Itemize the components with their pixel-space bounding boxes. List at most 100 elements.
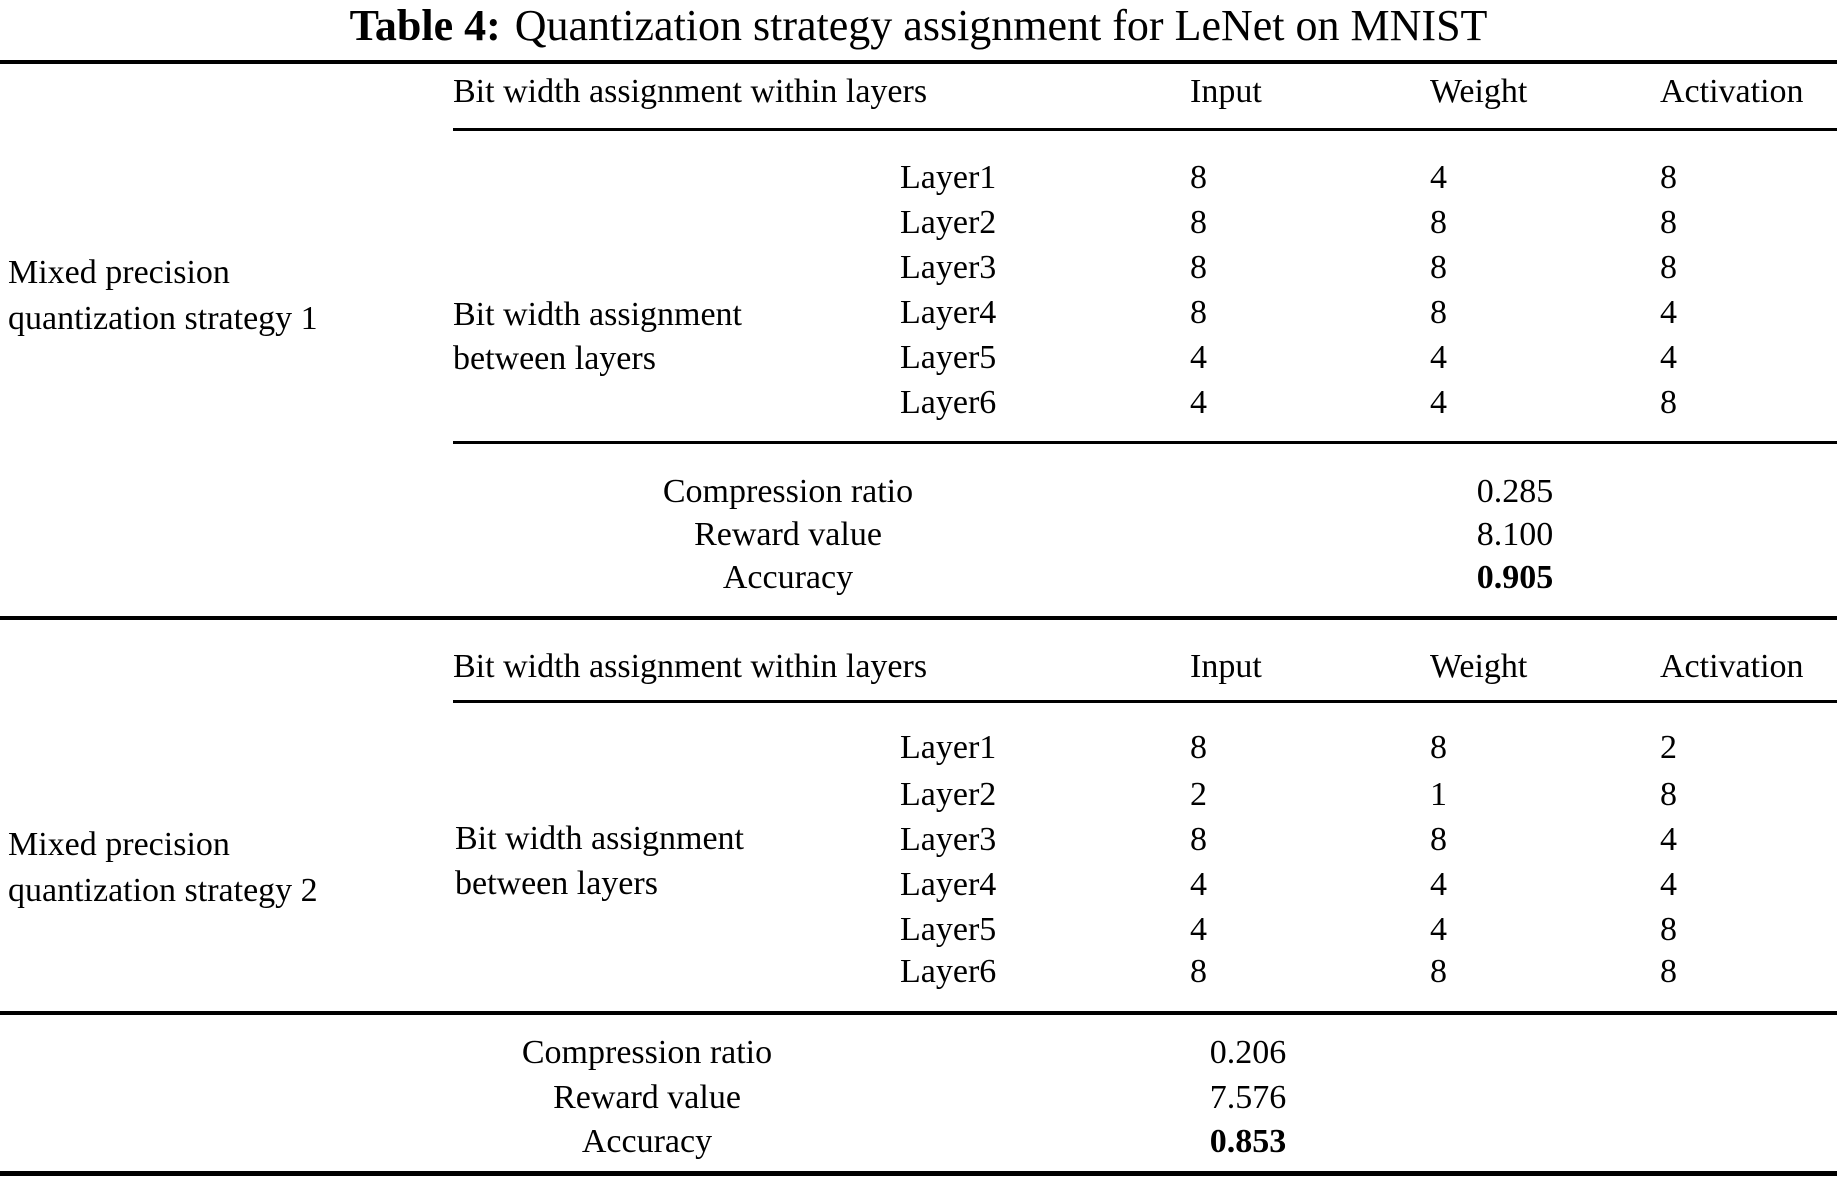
s1-layer4-activation: 4 — [1660, 294, 1677, 331]
table-row: Layer2 2 1 8 — [0, 773, 1837, 817]
s1-header-activation: Activation — [1660, 73, 1804, 110]
s1-layer5-activation: 4 — [1660, 339, 1677, 376]
s2-between-layers-line2: between layers — [455, 865, 658, 902]
s2-compression-label: Compression ratio — [521, 1034, 773, 1071]
s2-layer1-name: Layer1 — [900, 729, 997, 766]
s2-layer5-weight: 4 — [1430, 911, 1447, 948]
s1-layer1-name: Layer1 — [900, 159, 997, 196]
table-row: Layer5 4 4 8 — [0, 908, 1837, 952]
s2-layer6-weight: 8 — [1430, 953, 1447, 990]
table-caption-label: Table 4: — [349, 1, 501, 50]
rule-s2-header — [453, 700, 1837, 703]
table-row: Layer3 8 8 4 — [0, 818, 1837, 862]
s1-layer5-weight: 4 — [1430, 339, 1447, 376]
s1-reward-value: 8.100 — [1476, 516, 1554, 553]
summary-row: Reward value 7.576 — [0, 1076, 1837, 1120]
s2-compression-value: 0.206 — [1209, 1034, 1287, 1071]
rule-s2-mid — [0, 1011, 1837, 1015]
s1-between-layers-label: Bit width assignment between layers — [453, 293, 742, 381]
s1-layer6-activation: 8 — [1660, 384, 1677, 421]
s2-between-layers-label: Bit width assignment between layers — [455, 816, 744, 906]
s2-reward-value: 7.576 — [1209, 1079, 1287, 1116]
s1-strategy-label: Mixed precision quantization strategy 1 — [8, 250, 318, 342]
s2-header-activation: Activation — [1660, 648, 1804, 685]
s2-layer4-activation: 4 — [1660, 866, 1677, 903]
s1-layer3-input: 8 — [1190, 249, 1207, 286]
s1-between-layers-line2: between layers — [453, 340, 656, 377]
s2-layer3-activation: 4 — [1660, 821, 1677, 858]
s1-layer4-name: Layer4 — [900, 294, 997, 331]
rule-s1-mid — [453, 441, 1837, 444]
s2-layer5-name: Layer5 — [900, 911, 997, 948]
s1-layer6-weight: 4 — [1430, 384, 1447, 421]
s2-layer2-activation: 8 — [1660, 776, 1677, 813]
s1-layer6-name: Layer6 — [900, 384, 997, 421]
s2-layer1-weight: 8 — [1430, 729, 1447, 766]
s1-compression-label: Compression ratio — [662, 473, 914, 510]
table-row: Layer6 4 4 8 — [0, 381, 1837, 425]
table-row: Layer1 8 8 2 — [0, 726, 1837, 770]
s1-layer2-activation: 8 — [1660, 204, 1677, 241]
s2-header-group: Bit width assignment within layers — [453, 648, 928, 685]
rule-bottom — [0, 1171, 1837, 1176]
table-row: Layer5 4 4 4 — [0, 336, 1837, 380]
s2-strategy-label-line2: quantization strategy 2 — [8, 872, 318, 909]
s2-layer2-name: Layer2 — [900, 776, 997, 813]
table-caption: Table 4: Quantization strategy assignment… — [0, 4, 1837, 48]
rule-top — [0, 60, 1837, 64]
summary-row: Compression ratio 0.206 — [0, 1031, 1837, 1075]
s1-layer2-input: 8 — [1190, 204, 1207, 241]
s1-between-layers-line1: Bit width assignment — [453, 296, 742, 333]
s1-layer4-weight: 8 — [1430, 294, 1447, 331]
s2-layer3-name: Layer3 — [900, 821, 997, 858]
table-row: Layer6 8 8 8 — [0, 950, 1837, 994]
rule-section-divider — [0, 616, 1837, 620]
s2-header-row: Bit width assignment within layers Input… — [0, 645, 1837, 689]
s2-strategy-label: Mixed precision quantization strategy 2 — [8, 822, 318, 914]
s2-layer4-name: Layer4 — [900, 866, 997, 903]
s2-layer4-input: 4 — [1190, 866, 1207, 903]
s1-accuracy-value: 0.905 — [1476, 559, 1554, 596]
table-row: Layer2 8 8 8 — [0, 201, 1837, 245]
s2-layer5-activation: 8 — [1660, 911, 1677, 948]
s1-reward-label: Reward value — [694, 516, 882, 553]
s1-header-input: Input — [1190, 73, 1262, 110]
summary-row: Accuracy 0.905 — [0, 556, 1837, 600]
s2-layer6-name: Layer6 — [900, 953, 997, 990]
s2-between-layers-line1: Bit width assignment — [455, 820, 744, 857]
s1-layer1-weight: 4 — [1430, 159, 1447, 196]
s1-layer3-activation: 8 — [1660, 249, 1677, 286]
rule-s1-header — [453, 128, 1837, 131]
s2-layer6-activation: 8 — [1660, 953, 1677, 990]
s1-header-weight: Weight — [1430, 73, 1528, 110]
s2-accuracy-value: 0.853 — [1209, 1123, 1287, 1160]
s1-layer5-name: Layer5 — [900, 339, 997, 376]
summary-row: Reward value 8.100 — [0, 513, 1837, 557]
summary-row: Compression ratio 0.285 — [0, 470, 1837, 514]
table-row: Layer1 8 4 8 — [0, 156, 1837, 200]
s2-layer5-input: 4 — [1190, 911, 1207, 948]
s1-strategy-label-line1: Mixed precision — [8, 254, 230, 291]
s2-strategy-label-line1: Mixed precision — [8, 826, 230, 863]
s2-header-weight: Weight — [1430, 648, 1528, 685]
summary-row: Accuracy 0.853 — [0, 1120, 1837, 1164]
s1-layer5-input: 4 — [1190, 339, 1207, 376]
s2-layer3-input: 8 — [1190, 821, 1207, 858]
table-row: Layer3 8 8 8 — [0, 246, 1837, 290]
s1-layer1-input: 8 — [1190, 159, 1207, 196]
s2-layer6-input: 8 — [1190, 953, 1207, 990]
s1-layer2-weight: 8 — [1430, 204, 1447, 241]
table-caption-text: Quantization strategy assignment for LeN… — [514, 1, 1488, 50]
s1-layer1-activation: 8 — [1660, 159, 1677, 196]
s2-layer1-input: 8 — [1190, 729, 1207, 766]
s1-compression-value: 0.285 — [1476, 473, 1554, 510]
s1-header-group: Bit width assignment within layers — [453, 73, 928, 110]
s1-accuracy-label: Accuracy — [722, 559, 854, 596]
s1-layer6-input: 4 — [1190, 384, 1207, 421]
s2-accuracy-label: Accuracy — [581, 1123, 713, 1160]
s2-layer4-weight: 4 — [1430, 866, 1447, 903]
s2-layer3-weight: 8 — [1430, 821, 1447, 858]
s2-reward-label: Reward value — [553, 1079, 741, 1116]
s2-layer1-activation: 2 — [1660, 729, 1677, 766]
table-row: Layer4 8 8 4 — [0, 291, 1837, 335]
